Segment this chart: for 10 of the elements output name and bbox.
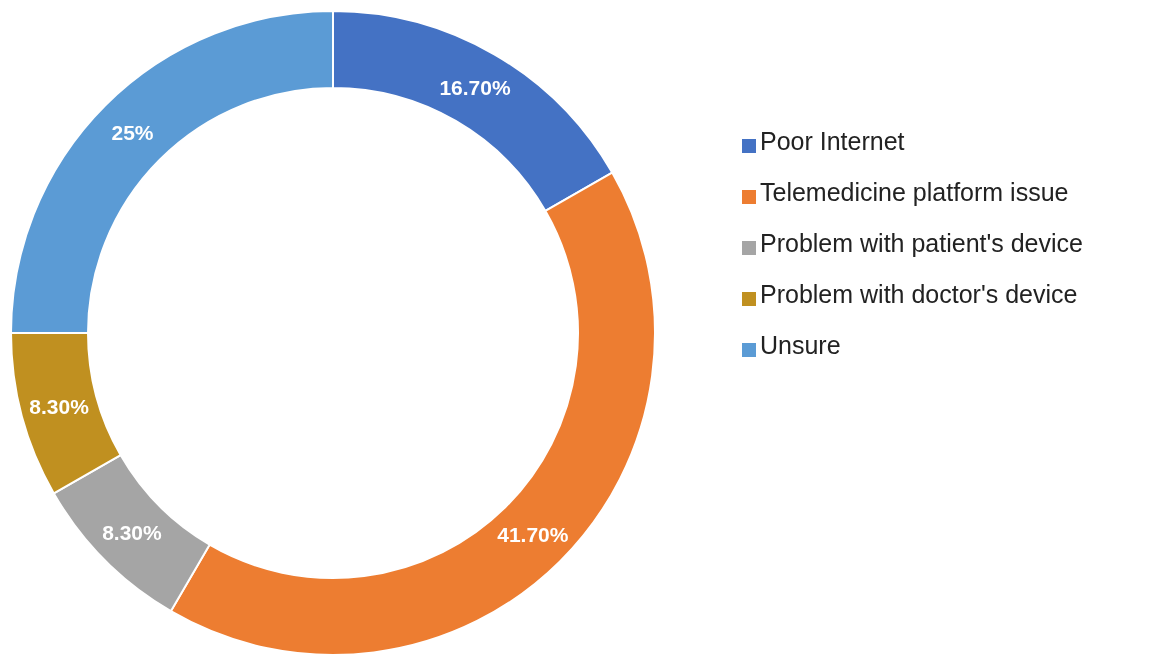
data-label: 25%	[111, 121, 154, 145]
data-label: 41.70%	[497, 522, 569, 546]
data-label: 8.30%	[102, 521, 163, 545]
legend-label: Unsure	[760, 331, 841, 359]
legend-label: Problem with patient's device	[760, 229, 1083, 257]
data-label: 8.30%	[29, 394, 90, 418]
legend-label: Poor Internet	[760, 127, 905, 155]
data-label: 16.70%	[439, 76, 511, 100]
legend-label: Telemedicine platform issue	[760, 178, 1069, 206]
legend-label: Problem with doctor's device	[760, 280, 1078, 308]
